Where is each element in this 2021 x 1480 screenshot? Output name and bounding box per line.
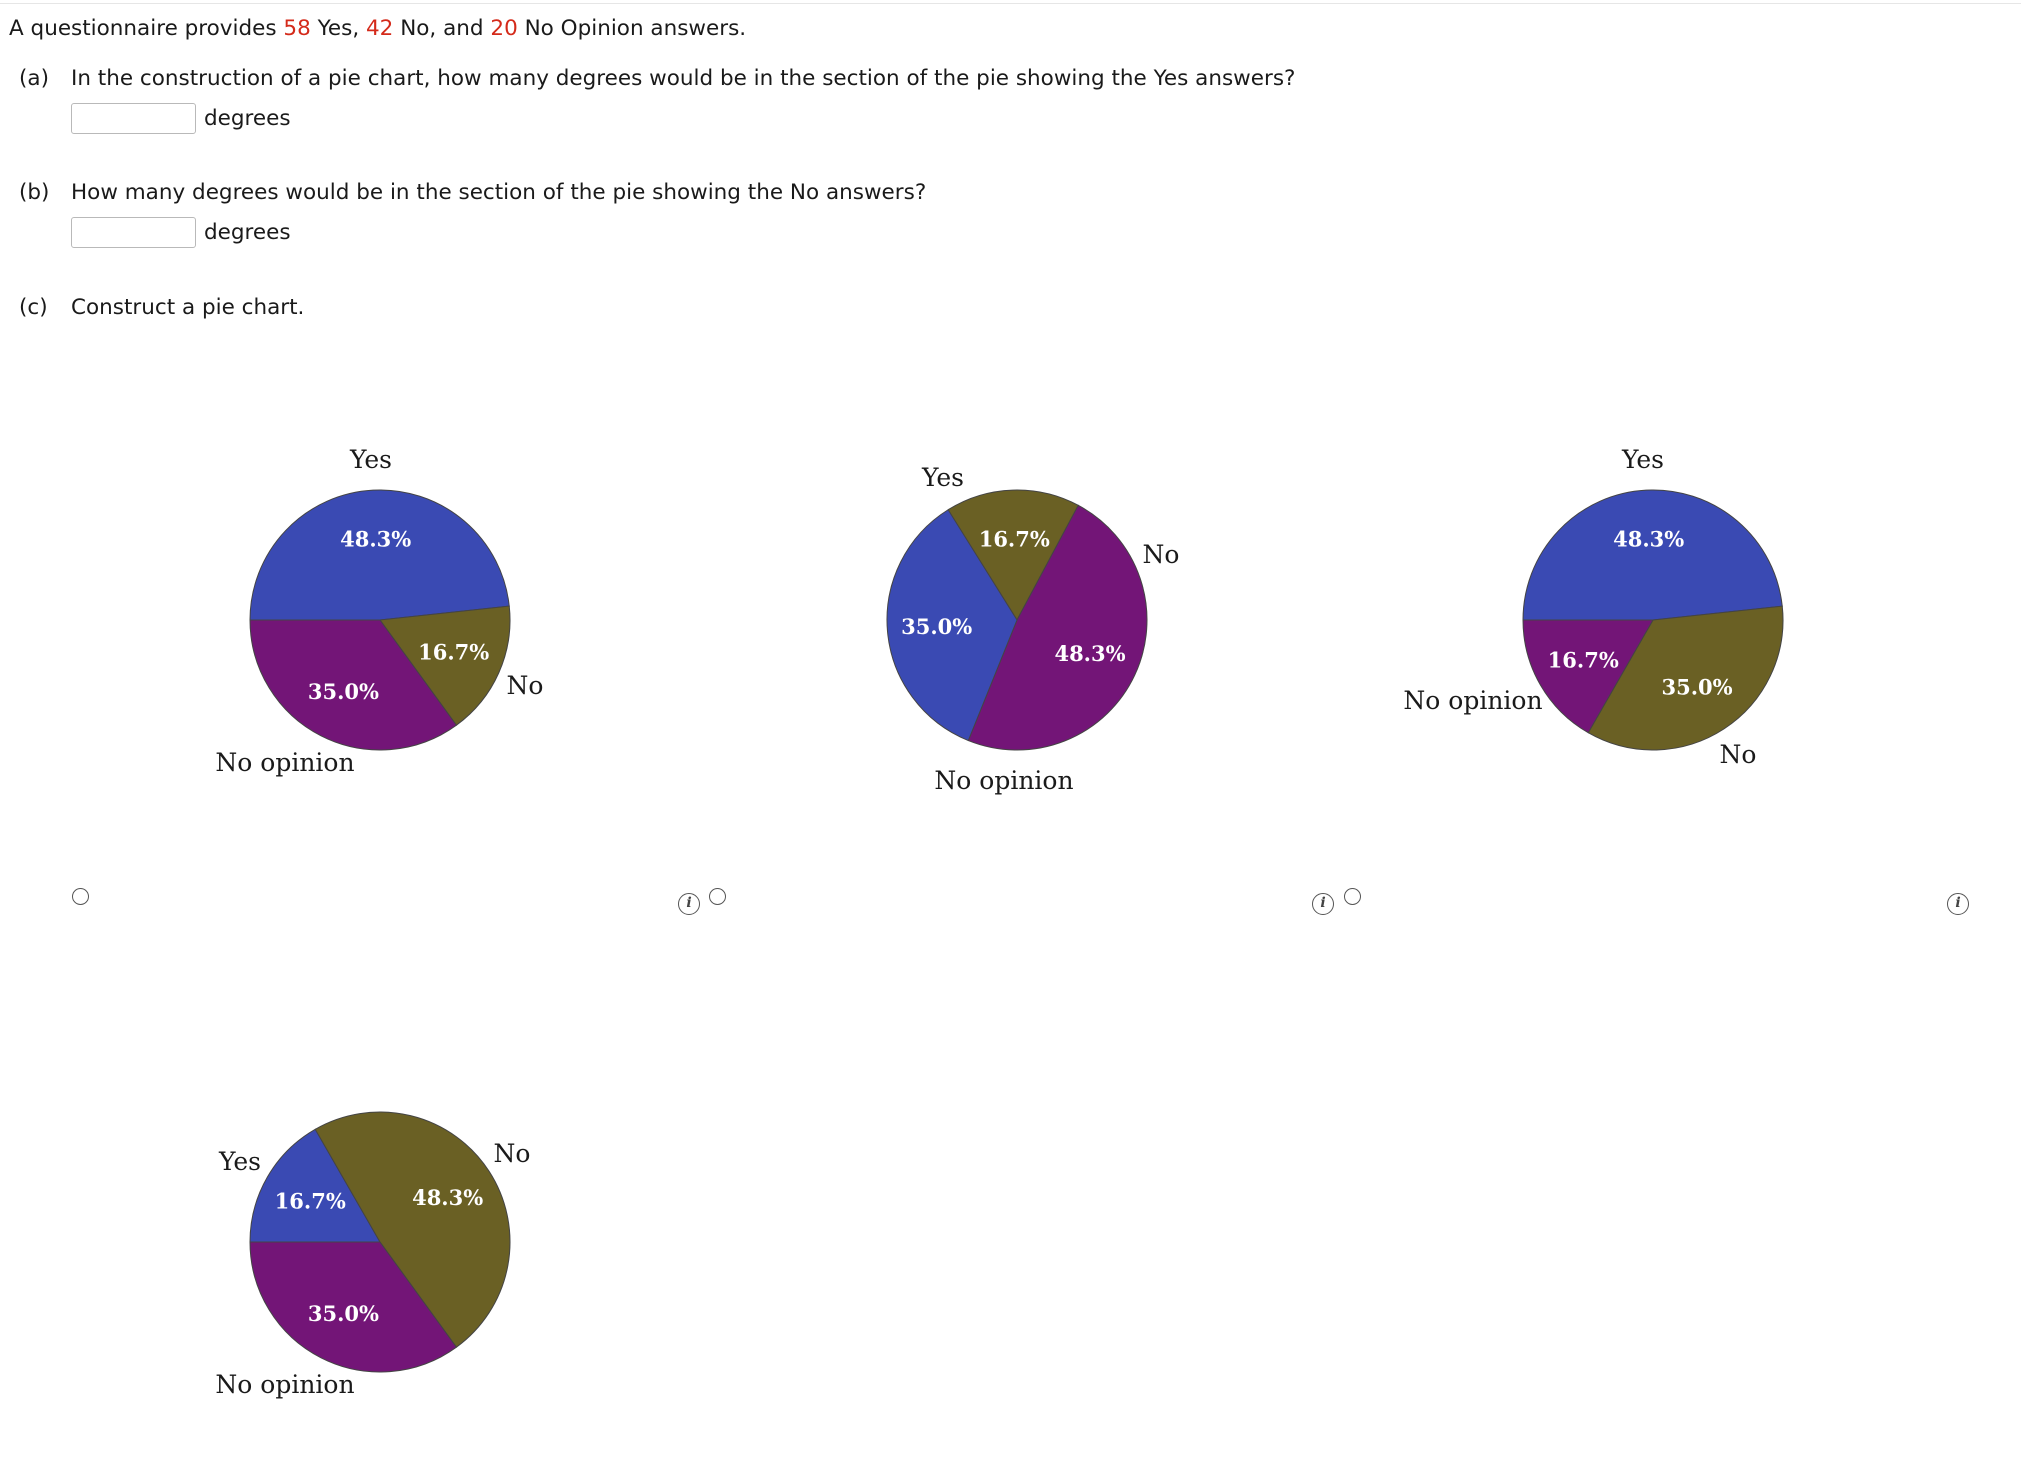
pie-percent-label-no: 16.7%: [418, 640, 489, 665]
part-b-letter: (b): [19, 180, 50, 205]
part-c-question: Construct a pie chart.: [71, 295, 305, 320]
pie-slice-no-opinion: [1522, 619, 1654, 734]
pie-category-label-yes: Yes: [349, 445, 392, 474]
question-stem: A questionnaire provides 58 Yes, 42 No, …: [9, 16, 746, 41]
pie-option-3-radio[interactable]: [1344, 888, 1361, 905]
pie-option-2-radio[interactable]: [709, 888, 726, 905]
part-a-unit: degrees: [204, 106, 291, 131]
pie-percent-label-no: 16.7%: [979, 526, 1050, 551]
pie-percent-label-no-opinion: 16.7%: [1548, 647, 1619, 672]
pie-category-label-no-opinion: No opinion: [215, 748, 354, 777]
part-c-letter: (c): [19, 295, 48, 320]
yes-count: 58: [283, 16, 311, 41]
no-count: 42: [366, 16, 394, 41]
pie-chart-option-1: 48.3% 16.7% 35.0% Yes No No opinion: [215, 445, 543, 777]
pie-percent-label-no: 35.0%: [1661, 675, 1732, 700]
pie-category-label-no-opinion: No opinion: [934, 766, 1073, 795]
part-a-letter: (a): [19, 66, 49, 91]
pie-option-1-info-icon[interactable]: i: [678, 893, 700, 915]
pie-chart-option-2: 16.7% 48.3% 35.0% Yes No No opinion: [886, 463, 1180, 795]
pie-slice-yes: [249, 489, 510, 621]
pie-category-label-yes: Yes: [1621, 445, 1664, 474]
pie-category-label-no: No: [1143, 540, 1180, 569]
pie-slice-no-opinion: [249, 619, 458, 751]
pie-category-label-no: No: [1720, 740, 1757, 769]
pie-slice-no: [379, 605, 511, 726]
stem-no-word: No, and: [393, 16, 491, 41]
pie-slice-no: [314, 1111, 511, 1348]
no-opinion-count: 20: [490, 16, 518, 41]
pie-category-label-yes: Yes: [218, 1147, 261, 1176]
pie-category-label-yes: Yes: [921, 463, 964, 492]
pie-percent-label-no-opinion: 35.0%: [308, 1301, 379, 1326]
pie-slice-no: [1587, 605, 1784, 751]
pie-slice-yes: [249, 1128, 381, 1243]
part-b-degrees-input[interactable]: [71, 217, 196, 248]
pie-percent-label-no: 48.3%: [412, 1185, 483, 1210]
pie-slice-yes: [886, 509, 1018, 742]
pie-option-1-radio[interactable]: [72, 888, 89, 905]
top-divider: [0, 3, 2021, 4]
pie-percent-label-yes: 48.3%: [340, 527, 411, 552]
pie-slice-yes: [1522, 489, 1783, 621]
part-a-degrees-input[interactable]: [71, 103, 196, 134]
pie-chart-option-4: 16.7% 48.3% 35.0% Yes No No opinion: [215, 1111, 531, 1399]
pie-chart-option-3: 48.3% 35.0% 16.7% Yes No No opinion: [1403, 445, 1784, 769]
pie-percent-label-no-opinion: 35.0%: [308, 679, 379, 704]
pie-percent-label-yes: 48.3%: [1613, 527, 1684, 552]
pie-category-label-no-opinion: No opinion: [215, 1370, 354, 1399]
pie-slice-no-opinion: [249, 1241, 458, 1373]
pie-slice-no-opinion: [967, 504, 1148, 751]
stem-prefix: A questionnaire provides: [9, 16, 284, 41]
part-b-unit: degrees: [204, 220, 291, 245]
pie-option-3-info-icon[interactable]: i: [1947, 893, 1969, 915]
pie-slice-no: [947, 489, 1079, 621]
pie-percent-label-no-opinion: 48.3%: [1054, 641, 1125, 666]
stem-yes-word: Yes,: [310, 16, 366, 41]
pie-category-label-no: No: [494, 1139, 531, 1168]
pie-category-label-no-opinion: No opinion: [1403, 686, 1542, 715]
pie-category-label-no: No: [507, 671, 544, 700]
pie-percent-label-yes: 35.0%: [901, 614, 972, 639]
stem-no-opinion-word: No Opinion answers.: [517, 16, 747, 41]
part-b-question: How many degrees would be in the section…: [71, 180, 927, 205]
pie-option-2-info-icon[interactable]: i: [1312, 893, 1334, 915]
part-a-question: In the construction of a pie chart, how …: [71, 66, 1296, 91]
pie-percent-label-yes: 16.7%: [275, 1189, 346, 1214]
